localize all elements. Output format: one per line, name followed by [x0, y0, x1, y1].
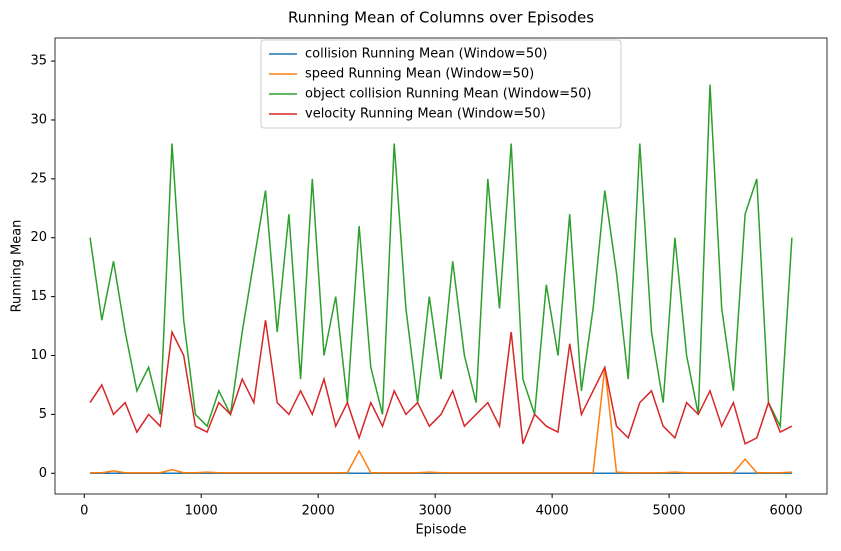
y-tick-label: 20: [30, 230, 47, 245]
chart-title: Running Mean of Columns over Episodes: [288, 9, 594, 27]
legend-label: velocity Running Mean (Window=50): [305, 107, 546, 122]
line: [90, 367, 792, 474]
legend-box: [260, 39, 622, 129]
legend-label: speed Running Mean (Window=50): [305, 67, 534, 82]
y-tick-label: 30: [30, 112, 47, 127]
y-tick-label: 5: [39, 407, 47, 422]
x-axis-label: Episode: [415, 523, 466, 538]
x-tick-label: 0: [80, 504, 88, 519]
x-tick-label: 3000: [419, 504, 452, 519]
y-axis-label: Running Mean: [10, 220, 25, 313]
x-tick-label: 4000: [536, 504, 569, 519]
line: [89, 320, 793, 445]
y-tick-label: 25: [30, 171, 47, 186]
x-tick-label: 2000: [302, 504, 335, 519]
x-tick-label: 5000: [653, 504, 686, 519]
y-tick-label: 35: [30, 54, 47, 69]
legend: collision Running Mean (Window=50) speed …: [260, 39, 622, 129]
x-tick-label: 6000: [770, 504, 803, 519]
y-tick-label: 15: [30, 289, 47, 304]
line: [89, 84, 793, 430]
y-tick-label: 0: [39, 466, 47, 481]
y-tick-label: 10: [30, 348, 47, 363]
legend-label: object collision Running Mean (Window=50…: [305, 87, 592, 102]
legend-label: collision Running Mean (Window=50): [305, 47, 547, 62]
x-tick-label: 1000: [185, 504, 218, 519]
plot-frame: [54, 37, 828, 495]
